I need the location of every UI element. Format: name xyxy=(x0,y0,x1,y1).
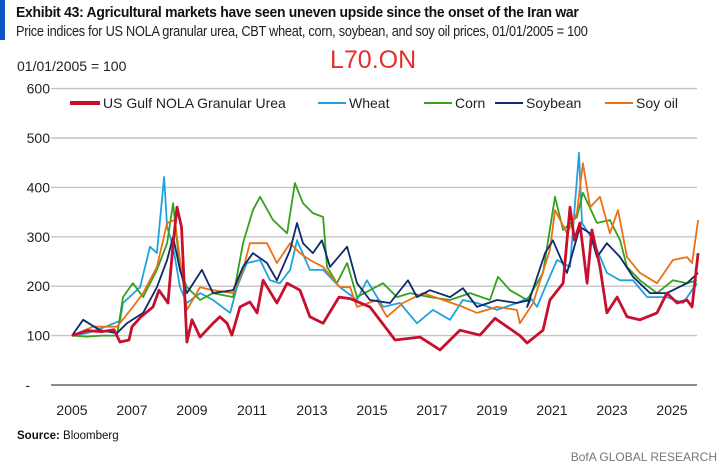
legend-item: Soybean xyxy=(495,95,581,111)
series-lines xyxy=(71,151,700,352)
series-line-soybean xyxy=(71,222,699,337)
title-accent-bar xyxy=(0,0,5,40)
legend-label: Corn xyxy=(455,95,485,111)
legend-item: Wheat xyxy=(318,95,390,111)
x-tick-label: 2013 xyxy=(296,402,327,418)
x-tick-label: 2025 xyxy=(656,402,687,418)
source-value: Bloomberg xyxy=(63,430,119,442)
x-tick-label: 2011 xyxy=(237,402,267,418)
y-tick-label: - xyxy=(25,377,30,393)
brand-footer: BofA GLOBAL RESEARCH xyxy=(570,450,717,464)
source-label: Source: xyxy=(17,430,60,442)
series-line-wheat xyxy=(71,151,698,337)
y-tick-label: 500 xyxy=(27,130,51,146)
legend-item: Corn xyxy=(424,95,485,111)
x-tick-label: 2023 xyxy=(596,402,627,418)
y-tick-label: 600 xyxy=(27,81,51,97)
y-tick-label: 100 xyxy=(27,328,51,344)
legend-label: Soybean xyxy=(526,95,581,111)
series-line-corn xyxy=(71,182,698,338)
series-line-us-gulf-nola-granular-urea xyxy=(71,205,700,352)
y-tick-label: 300 xyxy=(27,229,51,245)
legend: US Gulf NOLA Granular Urea Wheat Corn Soybe… xyxy=(70,95,678,111)
y-tick-label: 400 xyxy=(27,179,51,195)
y-tick-label: 200 xyxy=(27,278,51,294)
x-tick-label: 2007 xyxy=(116,402,147,418)
y-axis-label: 01/01/2005 = 100 xyxy=(17,58,127,74)
legend-item: US Gulf NOLA Granular Urea xyxy=(70,95,286,111)
x-tick-label: 2019 xyxy=(476,402,507,418)
series-line-soy-oil xyxy=(71,162,699,337)
source-note: Source: Bloomberg xyxy=(17,430,119,442)
y-axis-ticks: 600 500 400 300 200 100 - xyxy=(25,81,50,393)
x-axis-ticks: 2005 2007 2009 2011 2013 2015 2017 2019 2021 2023… xyxy=(56,402,687,418)
legend-label: Wheat xyxy=(349,95,390,111)
x-tick-label: 2021 xyxy=(536,402,567,418)
watermark: L70.ON xyxy=(330,46,417,74)
chart-subtitle: Price indices for US NOLA granular urea,… xyxy=(16,24,588,40)
x-tick-label: 2009 xyxy=(176,402,207,418)
legend-label: Soy oil xyxy=(636,95,678,111)
x-tick-label: 2005 xyxy=(56,402,87,418)
x-tick-label: 2017 xyxy=(416,402,447,418)
legend-item: Soy oil xyxy=(605,95,678,111)
chart-title: Exhibit 43: Agricultural markets have se… xyxy=(16,4,579,21)
x-tick-label: 2015 xyxy=(356,402,387,418)
gridlines xyxy=(51,87,697,386)
legend-label: US Gulf NOLA Granular Urea xyxy=(103,95,286,111)
